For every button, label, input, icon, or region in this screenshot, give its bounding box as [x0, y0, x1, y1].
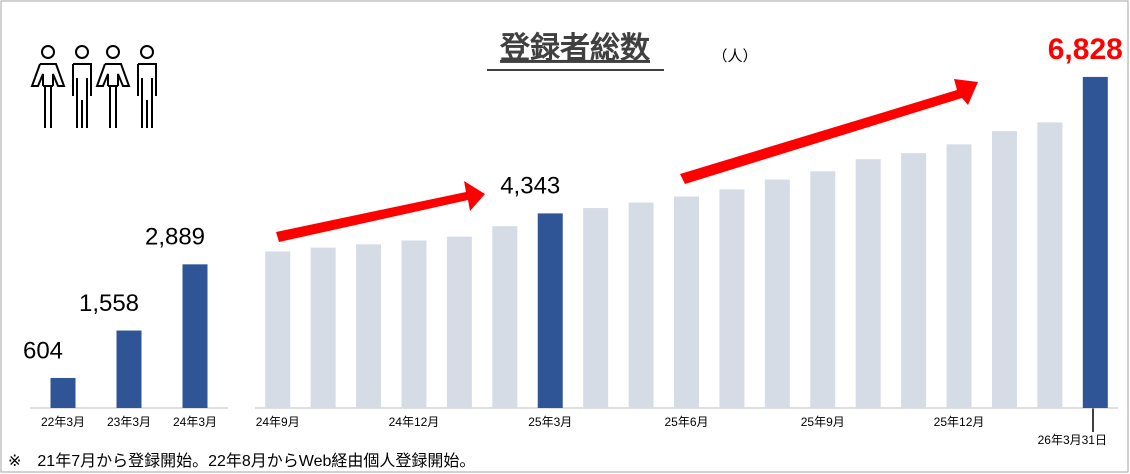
footnote: ※ 21年7月から登録開始。22年8月からWeb経由個人登録開始。: [8, 452, 475, 470]
bar: [116, 330, 142, 408]
bar: [182, 264, 208, 408]
value-label: 604: [23, 337, 63, 364]
value-label: 2,889: [145, 224, 205, 251]
bar: [310, 247, 336, 408]
trend-arrows: [276, 79, 978, 242]
bar: [1037, 122, 1063, 408]
bar: [946, 144, 972, 408]
x-tick-label: 26年3月31日: [1038, 433, 1107, 447]
people-icon: [30, 45, 157, 128]
bar: [901, 153, 927, 408]
bar: [492, 226, 518, 408]
bar: [583, 208, 609, 408]
bar: [764, 179, 790, 408]
bar: [855, 159, 881, 408]
chart-title: 登録者総数: [499, 31, 651, 65]
value-label: 4,343: [500, 173, 560, 200]
bar: [1082, 76, 1108, 408]
x-tick-label: 25年9月: [801, 415, 845, 429]
bar: [265, 251, 291, 408]
x-tick-label: 24年9月: [256, 415, 300, 429]
bar: [991, 131, 1017, 408]
bar: [50, 377, 76, 408]
value-label: 6,828: [1048, 33, 1123, 66]
bar: [401, 240, 427, 408]
value-label: 1,558: [79, 290, 139, 317]
x-tick-label: 25年12月: [934, 415, 985, 429]
x-tick-label: 24年3月: [173, 415, 217, 429]
bar: [446, 236, 472, 408]
unit-label: （人）: [712, 48, 757, 65]
x-tick-label: 25年3月: [528, 415, 572, 429]
bar: [674, 196, 699, 408]
x-tick-label: 25年6月: [664, 415, 708, 429]
x-tick-label: 24年12月: [389, 415, 440, 429]
bar: [719, 189, 745, 408]
bar: [628, 202, 654, 408]
x-tick-label: 23年3月: [107, 415, 151, 429]
bar: [810, 171, 836, 408]
bar: [537, 213, 563, 408]
x-tick-label: 22年3月: [41, 415, 85, 429]
bar: [356, 244, 382, 408]
